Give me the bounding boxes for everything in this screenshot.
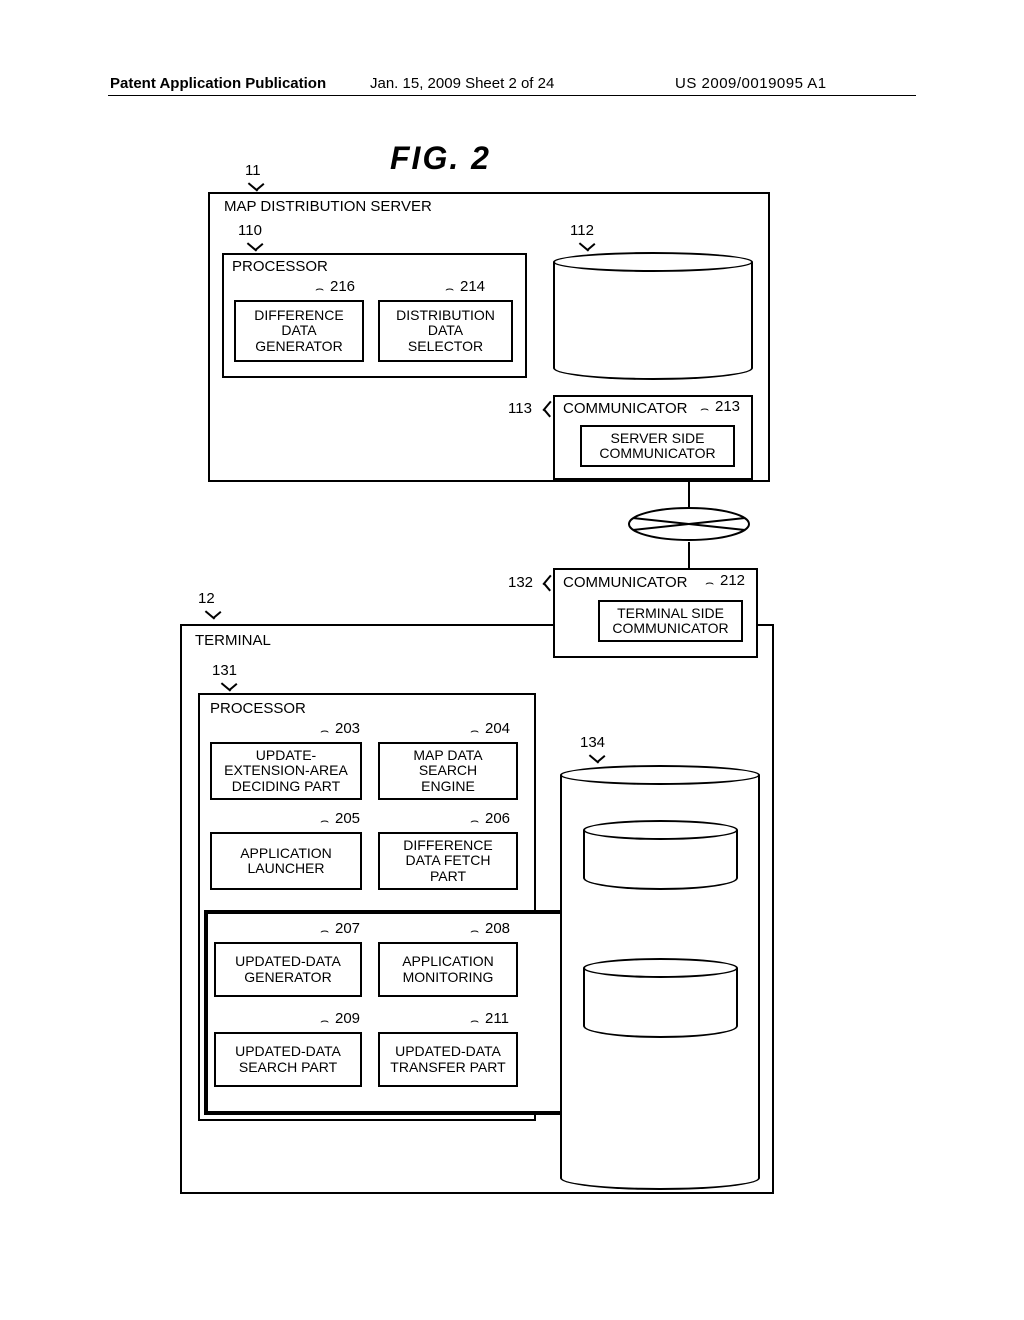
upd-search-label: UPDATED-DATA SEARCH PART	[235, 1044, 341, 1075]
upd-gen-box: UPDATED-DATA GENERATOR	[214, 942, 362, 997]
connector-line	[688, 480, 690, 508]
curve-icon: ⌢	[315, 280, 324, 297]
app-launch-label: APPLICATION LAUNCHER	[240, 846, 332, 877]
upd-gen-ref: 207	[335, 920, 360, 937]
upd-transfer-ref: 211	[485, 1010, 509, 1027]
server-processor-title: PROCESSOR	[232, 258, 328, 275]
term-comm-title: COMMUNICATOR	[563, 574, 687, 591]
diff-fetch-box: DIFFERENCE DATA FETCH PART	[378, 832, 518, 890]
server-ref: 11	[245, 162, 261, 179]
header-left: Patent Application Publication	[110, 75, 326, 92]
dist-sel-label: DISTRIBUTION DATA SELECTOR	[396, 308, 495, 354]
tick-icon	[246, 240, 264, 254]
header-rule	[108, 95, 916, 96]
diff-fetch-label: DIFFERENCE DATA FETCH PART	[403, 838, 492, 884]
term-comm-ref: 132	[508, 574, 533, 591]
diff-gen-ref: 216	[330, 278, 355, 295]
curve-icon: ⌢	[445, 280, 454, 297]
tick-icon	[588, 752, 606, 766]
curve-icon: ⌢	[320, 922, 329, 939]
server-storage-cyl	[553, 252, 753, 380]
curve-icon: ⌢	[470, 722, 479, 739]
terminal-ref: 12	[198, 590, 215, 607]
map-search-ref: 204	[485, 720, 510, 737]
upd-ext-ref: 203	[335, 720, 360, 737]
tick-icon	[220, 680, 238, 694]
curve-icon: ⌢	[320, 812, 329, 829]
term-side-ref: 212	[720, 572, 745, 589]
app-mon-box: APPLICATION MONITORING	[378, 942, 518, 997]
curve-icon: ⌢	[700, 400, 709, 417]
app-mon-ref: 208	[485, 920, 510, 937]
dist-sel-box: DISTRIBUTION DATA SELECTOR	[378, 300, 513, 362]
server-storage-ref: 112	[570, 222, 594, 239]
app-launch-ref: 205	[335, 810, 360, 827]
figure-title: FIG. 2	[390, 140, 491, 177]
upd-search-box: UPDATED-DATA SEARCH PART	[214, 1032, 362, 1087]
term-side-box: TERMINAL SIDE COMMUNICATOR	[598, 600, 743, 642]
network-icon	[627, 506, 751, 542]
diff-gen-label: DIFFERENCE DATA GENERATOR	[254, 308, 343, 354]
curve-icon: ⌢	[320, 1012, 329, 1029]
terminal-title: TERMINAL	[195, 632, 271, 649]
server-side-box: SERVER SIDE COMMUNICATOR	[580, 425, 735, 467]
term-proc-title: PROCESSOR	[210, 700, 306, 717]
server-comm-title: COMMUNICATOR	[563, 400, 687, 417]
curve-icon: ⌢	[470, 922, 479, 939]
header-right: US 2009/0019095 A1	[675, 75, 827, 92]
map-search-label: MAP DATA SEARCH ENGINE	[413, 748, 482, 794]
upd-ext-box: UPDATE- EXTENSION-AREA DECIDING PART	[210, 742, 362, 800]
server-comm-ref: 113	[508, 400, 532, 417]
diff-fetch-ref: 206	[485, 810, 510, 827]
curve-icon: ⌢	[320, 722, 329, 739]
connector-line	[688, 542, 690, 570]
upd-transfer-label: UPDATED-DATA TRANSFER PART	[390, 1044, 505, 1075]
map-search-box: MAP DATA SEARCH ENGINE	[378, 742, 518, 800]
curve-icon: ⌢	[705, 574, 714, 591]
server-side-label: SERVER SIDE COMMUNICATOR	[599, 431, 715, 462]
app-launch-box: APPLICATION LAUNCHER	[210, 832, 362, 890]
upd-transfer-box: UPDATED-DATA TRANSFER PART	[378, 1032, 518, 1087]
tick-icon	[204, 608, 222, 622]
term-proc-ref: 131	[212, 662, 237, 679]
upd-gen-label: UPDATED-DATA GENERATOR	[235, 954, 341, 985]
upd-search-ref: 209	[335, 1010, 360, 1027]
upd-store-cyl	[583, 958, 738, 1038]
diff-gen-box: DIFFERENCE DATA GENERATOR	[234, 300, 364, 362]
tick-icon	[540, 400, 554, 418]
curve-icon: ⌢	[470, 812, 479, 829]
app-mon-label: APPLICATION MONITORING	[402, 954, 494, 985]
dist-sel-ref: 214	[460, 278, 485, 295]
term-side-label: TERMINAL SIDE COMMUNICATOR	[612, 606, 728, 637]
database-cyl	[583, 820, 738, 890]
page: Patent Application Publication Jan. 15, …	[0, 0, 1024, 1320]
upd-ext-label: UPDATE- EXTENSION-AREA DECIDING PART	[224, 748, 348, 794]
term-storage-ref: 134	[580, 734, 605, 751]
server-processor-ref: 110	[238, 222, 262, 239]
server-side-ref: 213	[715, 398, 740, 415]
header-center: Jan. 15, 2009 Sheet 2 of 24	[370, 75, 554, 92]
curve-icon: ⌢	[470, 1012, 479, 1029]
server-title: MAP DISTRIBUTION SERVER	[224, 198, 432, 215]
tick-icon	[540, 574, 554, 592]
